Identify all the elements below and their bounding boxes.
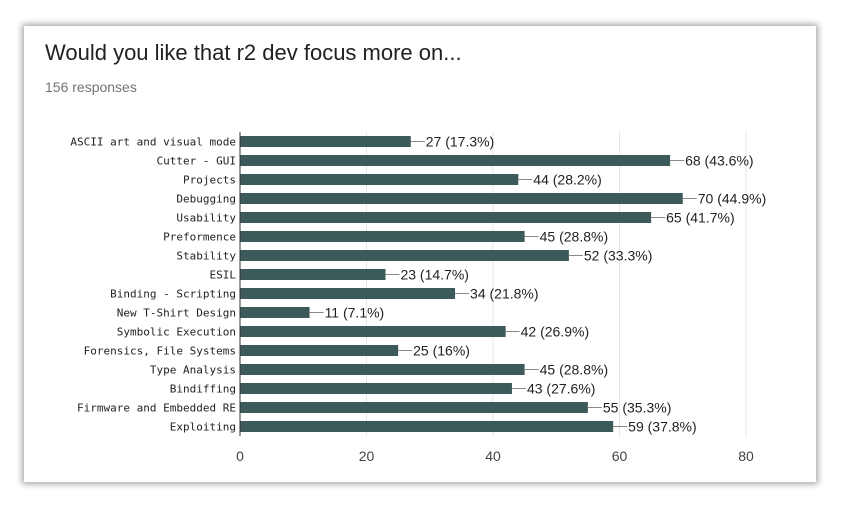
category-label: Forensics, File Systems — [84, 345, 236, 358]
response-count: 156 responses — [45, 79, 137, 95]
category-label: Exploiting — [170, 421, 236, 434]
category-label: Preformence — [163, 231, 236, 244]
bar — [240, 402, 588, 413]
data-label: 34 (21.8%) — [470, 286, 538, 302]
x-tick-label: 80 — [738, 448, 754, 464]
data-label: 55 (35.3%) — [603, 400, 671, 416]
x-tick-label: 20 — [359, 448, 375, 464]
category-label: Bindiffing — [170, 383, 236, 396]
category-label: Stability — [176, 250, 236, 263]
data-label: 27 (17.3%) — [426, 134, 494, 150]
bar — [240, 212, 652, 223]
data-label: 25 (16%) — [413, 343, 470, 359]
category-label: Type Analysis — [150, 364, 236, 377]
data-label: 43 (27.6%) — [527, 381, 595, 397]
bar — [240, 288, 456, 299]
bar — [240, 231, 525, 242]
category-label: Cutter - GUI — [157, 155, 236, 168]
bar — [240, 269, 386, 280]
bar — [240, 364, 525, 375]
chart-title: Would you like that r2 dev focus more on… — [45, 40, 462, 65]
category-label: ASCII art and visual mode — [70, 136, 236, 149]
bar — [240, 345, 399, 356]
x-tick-label: 0 — [236, 448, 244, 464]
data-label: 59 (37.8%) — [628, 419, 696, 435]
data-label: 11 (7.1%) — [325, 305, 385, 321]
bar — [240, 383, 512, 394]
data-label: 70 (44.9%) — [698, 191, 766, 207]
data-label: 42 (26.9%) — [521, 324, 589, 340]
data-label: 52 (33.3%) — [584, 248, 652, 264]
bar — [240, 307, 310, 318]
bar — [240, 174, 519, 185]
chart-card: Would you like that r2 dev focus more on… — [24, 26, 816, 482]
bar-chart: ASCII art and visual mode 27 (17.3%) Cutte… — [70, 132, 766, 464]
bar — [240, 136, 411, 147]
bar — [240, 421, 614, 432]
data-label: 45 (28.8%) — [540, 229, 608, 245]
data-label: 65 (41.7%) — [666, 210, 734, 226]
x-tick-label: 60 — [612, 448, 628, 464]
bar — [240, 155, 671, 166]
category-label: Usability — [176, 212, 236, 225]
data-label: 44 (28.2%) — [533, 172, 601, 188]
x-tick-label: 40 — [485, 448, 501, 464]
category-label: Debugging — [176, 193, 236, 206]
category-label: New T-Shirt Design — [117, 307, 236, 320]
data-label: 45 (28.8%) — [540, 362, 608, 378]
data-label: 68 (43.6%) — [685, 153, 753, 169]
category-label: Binding - Scripting — [110, 288, 236, 301]
category-label: Projects — [183, 174, 236, 187]
data-label: 23 (14.7%) — [400, 267, 468, 283]
category-label: ESIL — [210, 269, 237, 282]
category-label: Firmware and Embedded RE — [77, 402, 236, 415]
category-label: Symbolic Execution — [117, 326, 236, 339]
bar — [240, 326, 506, 337]
bar — [240, 193, 683, 204]
bar — [240, 250, 569, 261]
